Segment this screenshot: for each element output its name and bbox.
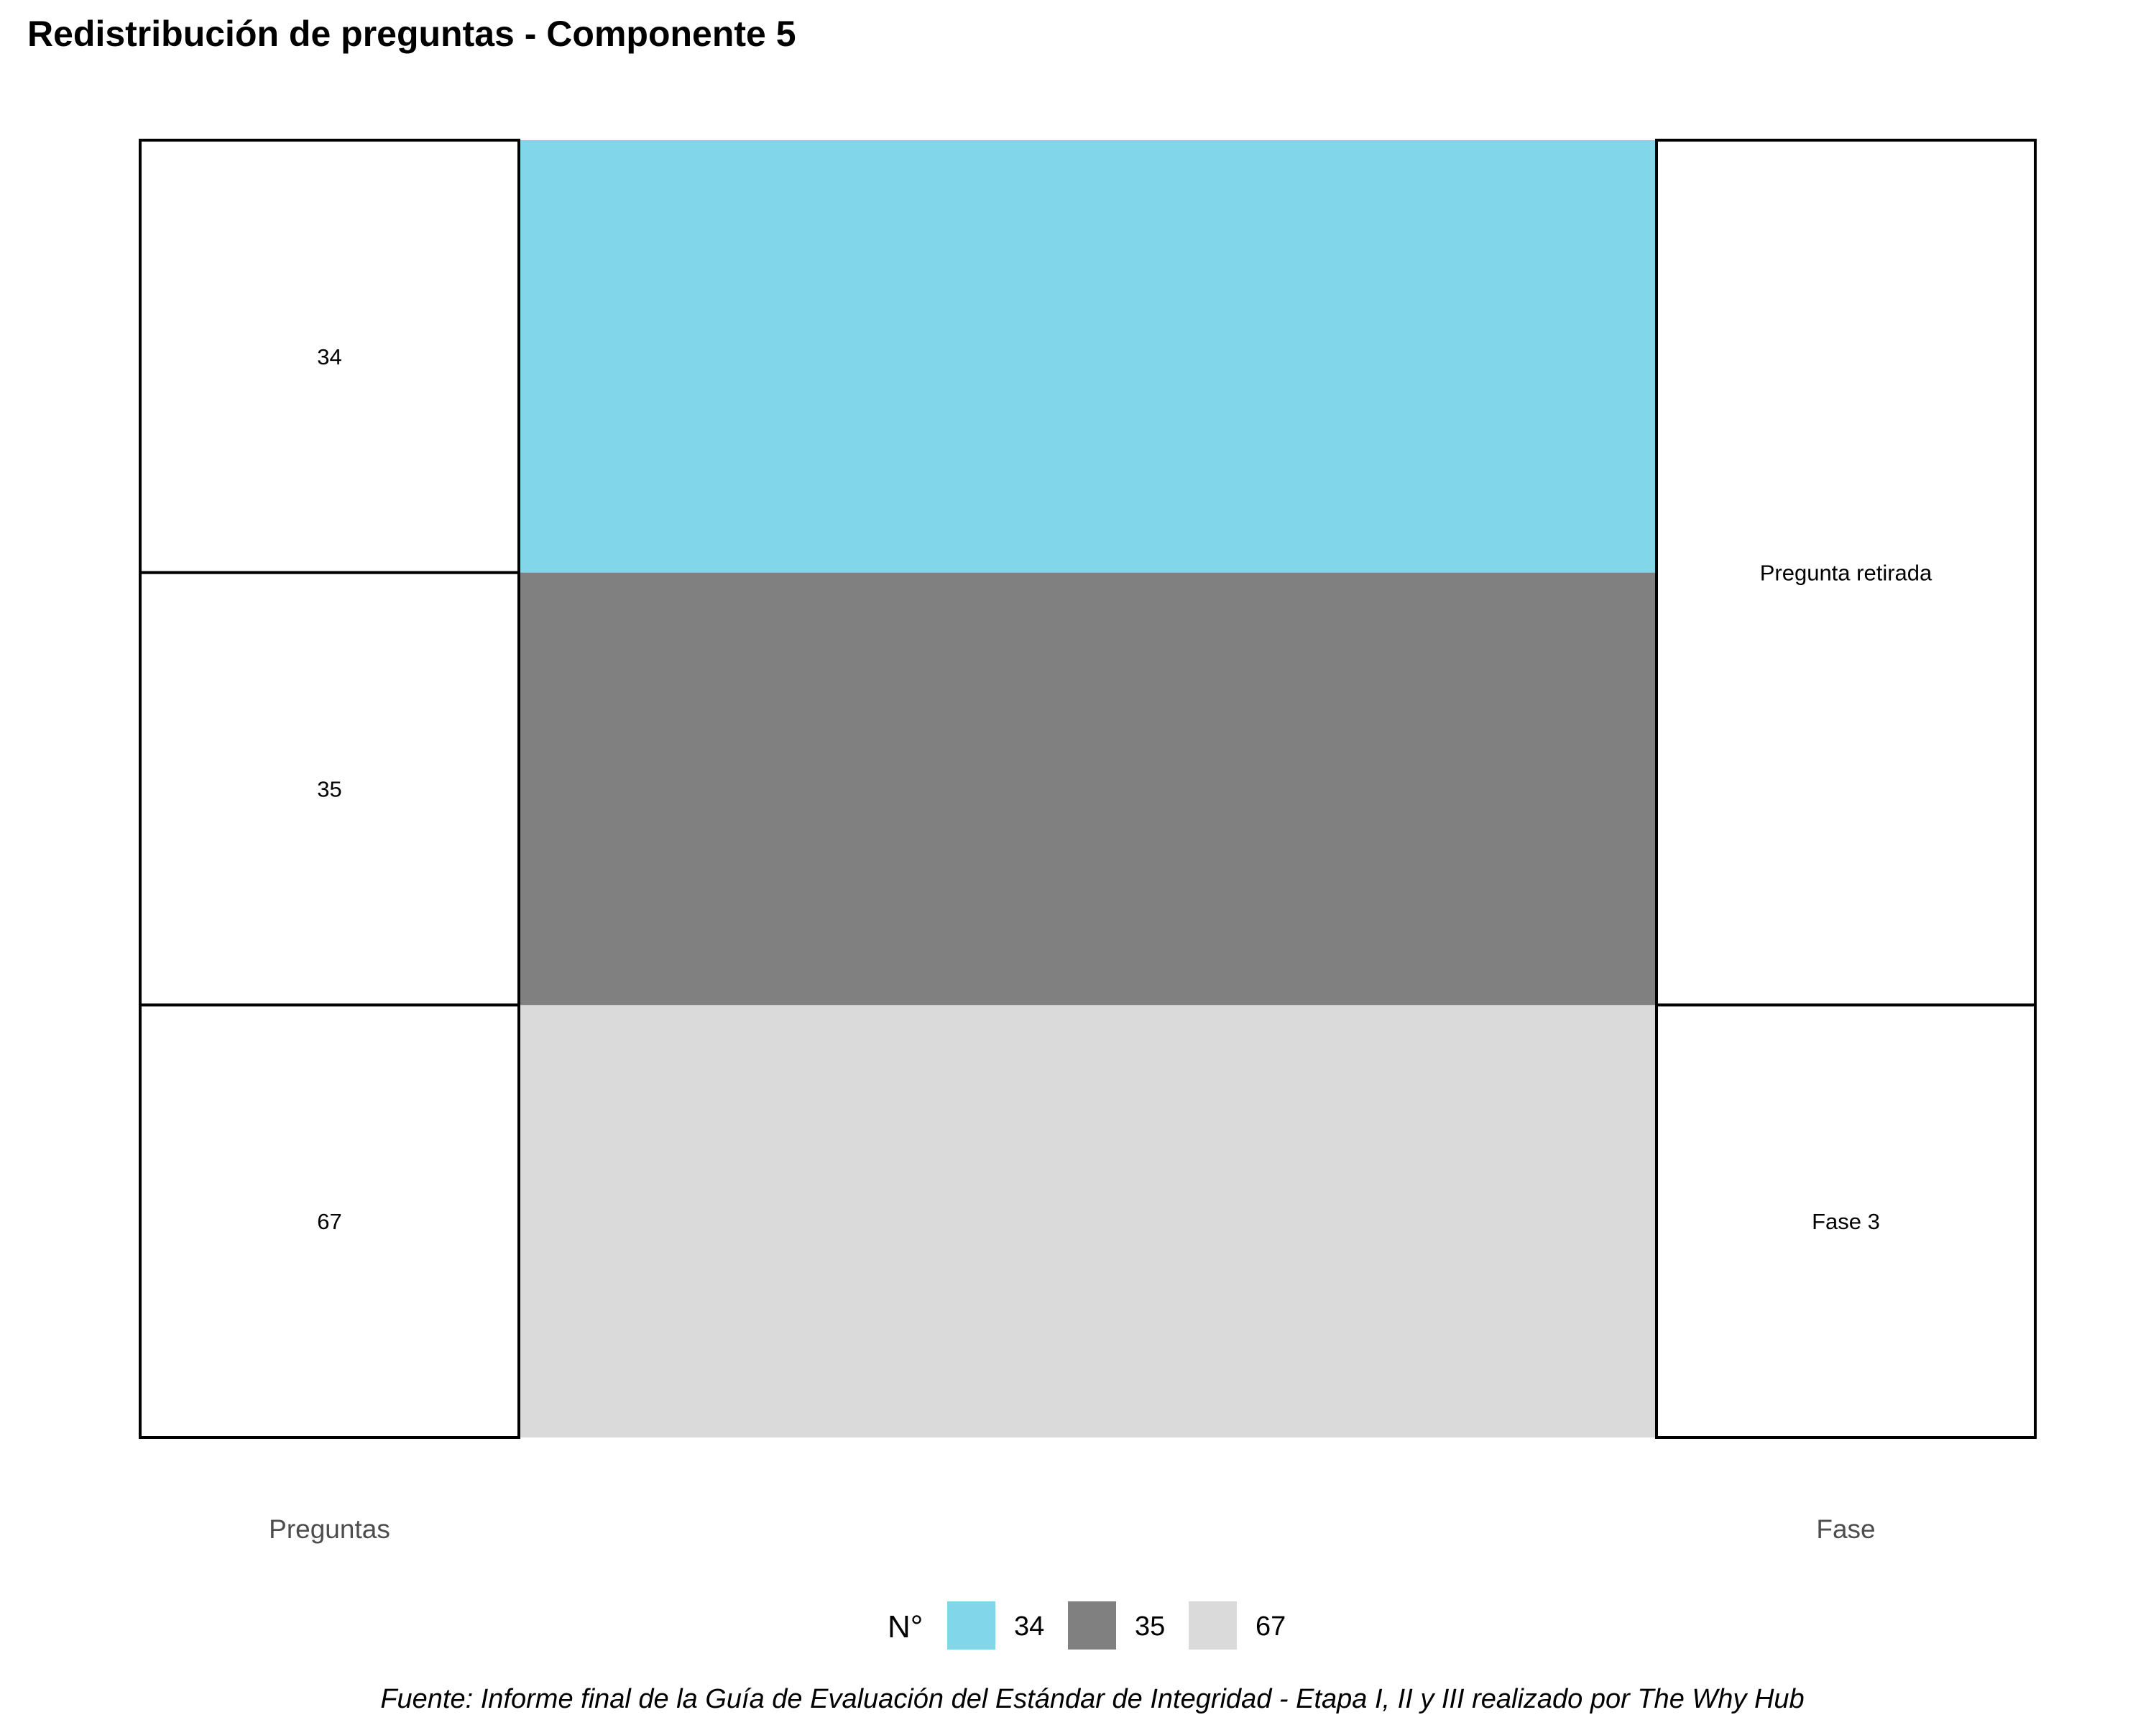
legend-label-35: 35 [1135,1611,1165,1642]
legend-swatch-35 [1068,1601,1116,1650]
chart-caption: Fuente: Informe final de la Guía de Eval… [380,1684,1804,1714]
flow-67-to-fase-3 [519,1005,1657,1438]
legend: N° 34 35 67 [888,1601,1286,1650]
stratum-preguntas-35 [139,571,520,1007]
stratum-label-34: 34 [317,344,341,369]
stratum-fase-fase-3 [1655,1003,2037,1440]
legend-title: N° [888,1609,923,1644]
chart-title: Redistribución de preguntas - Componente… [27,14,796,54]
stratum-label-67: 67 [317,1209,341,1234]
flow-34-to-pregunta-retirada [519,140,1657,573]
axis-label-preguntas: Preguntas [269,1514,390,1544]
flow-35-to-pregunta-retirada [519,572,1657,1006]
stratum-preguntas-34 [139,139,520,574]
stratum-preguntas-67 [139,1003,520,1440]
legend-swatch-67 [1189,1601,1237,1650]
legend-label-34: 34 [1014,1611,1044,1642]
axis-label-fase: Fase [1816,1514,1875,1544]
stratum-label-pregunta-retirada: Pregunta retirada [1760,561,1932,586]
axis-labels-layer: Preguntas Fase [269,1514,1875,1544]
legend-label-67: 67 [1256,1611,1286,1642]
strata-layer: 34 35 67 Pregunta retirada Fase 3 [139,139,2037,1440]
stratum-label-fase-3: Fase 3 [1812,1209,1880,1234]
stratum-label-35: 35 [317,777,341,802]
legend-swatch-34 [947,1601,995,1650]
flows-layer [519,140,1657,1438]
